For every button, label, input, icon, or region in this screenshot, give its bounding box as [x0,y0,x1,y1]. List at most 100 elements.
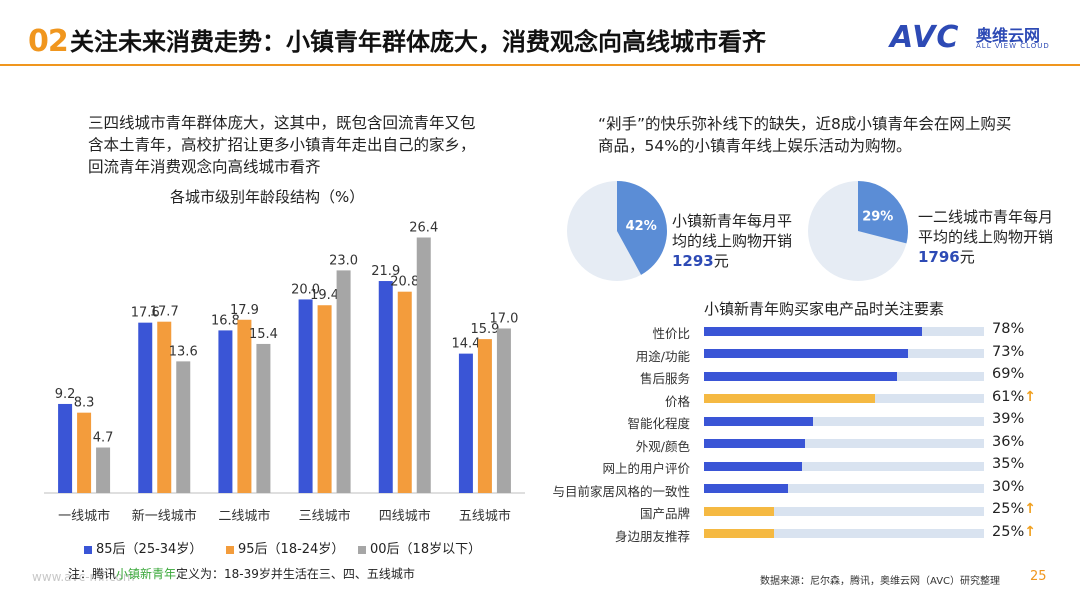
factor-value-2: 69% [992,366,1024,382]
bar-5-1 [477,339,492,493]
factor-value-text-0: 78% [992,321,1025,337]
factor-label-7: 与目前家居风格的一致性 [552,483,690,499]
factor-track-2 [704,371,984,381]
factor-track-0 [704,326,984,336]
bar-4-2 [416,237,431,493]
logo-en: ALL VIEW CLOUD [976,42,1050,50]
factor-value-text-8: 25% [992,501,1025,517]
factor-value-0: 78% [992,321,1024,337]
legend-85-label: 85后（25-34岁） [96,542,203,557]
factor-label-3: 价格 [664,393,690,409]
pie2-caption: 一二线城市青年每月 平均的线上购物开销 1796元 [918,207,1053,267]
factor-value-6: 35% [992,456,1024,472]
bar-3-1 [317,305,332,493]
factor-bar-9 [704,529,774,538]
category-label-4: 四线城市 [379,508,431,524]
bar-label-4-1: 20.8 [390,275,419,290]
legend-00-swatch [358,545,366,554]
factor-value-9: 25%↑ [992,524,1036,540]
factor-bar-4 [704,416,814,426]
logo-mark: AVC [890,20,960,55]
bar-label-5-1: 15.9 [470,322,499,337]
bar-label-3-1: 19.4 [310,288,339,303]
factor-bar-7 [704,484,788,493]
footnote-highlight: 小镇新青年 [116,567,177,581]
factor-track-5 [704,439,984,448]
footnote: 注：腾讯小镇新青年定义为：18-39岁并生活在三、四、五线城市 [68,565,415,582]
legend-95-swatch [226,545,234,554]
up-arrow-icon: ↑ [1024,388,1036,405]
factor-value-text-6: 35% [992,456,1025,472]
factor-track-8 [704,506,984,516]
factor-label-8: 国产品牌 [639,506,690,521]
bar-label-1-2: 13.6 [169,344,198,359]
factor-bar-6 [704,461,802,471]
category-label-3: 三线城市 [299,508,351,524]
factor-label-9: 身边朋友推荐 [614,528,690,544]
bar-5-0 [458,353,473,493]
header-divider [0,64,1080,66]
bar-2-2 [256,343,271,493]
factor-value-text-1: 73% [992,343,1025,360]
pie2-percent: 29% [862,210,893,225]
bar-2-0 [218,330,233,493]
factor-track-6 [704,461,984,471]
factor-value-4: 39% [992,411,1024,427]
left-intro-text: 三四线城市青年群体庞大，这其中，既包含回流青年又包含本土青年，高校扩招让更多小镇… [88,114,476,176]
factor-bar-2 [704,371,898,381]
factor-value-text-3: 61% [992,388,1025,405]
factor-bar-8 [704,506,774,516]
factor-value-text-4: 39% [992,411,1025,427]
bar-label-5-2: 17.0 [489,311,518,326]
factor-value-5: 36% [992,434,1024,450]
legend-85: 85后（25-34岁） [84,538,202,557]
bar-4-1 [397,291,412,493]
right-intro-text: “剁手”的快乐弥补线下的缺失，近8成小镇青年会在网上购买商品，54%的小镇青年线… [598,115,1012,155]
factor-label-1: 用途/功能 [635,348,690,364]
factor-label-6: 网上的用户评价 [602,461,690,476]
factor-bar-1 [704,349,909,358]
factor-value-text-7: 30% [992,478,1025,495]
pie2-amount-line: 1796元 [918,247,1053,267]
bar-4-0 [378,281,393,493]
bar-label-4-2: 26.4 [409,220,438,235]
category-label-5: 五线城市 [459,508,511,524]
bar-5-2 [496,328,511,493]
factor-value-1: 73% [992,344,1024,360]
pie2-unit: 元 [959,248,975,266]
bar-label-1-0: 17.6 [131,306,160,321]
factor-track-1 [704,349,984,358]
pie2-caption-line2: 平均的线上购物开销 [918,228,1054,246]
factor-label-5: 外观/颜色 [635,438,690,454]
category-label-1: 新一线城市 [132,508,197,524]
category-label-0: 一线城市 [58,508,110,524]
factor-label-4: 智能化程度 [627,416,690,431]
watermark-url: www.avc-mr.com [32,570,135,584]
bar-label-4-0: 21.9 [371,264,400,279]
factor-value-3: 61%↑ [992,389,1036,405]
factor-track-4 [704,416,984,426]
legend-85-swatch [84,545,92,554]
age-chart-title: 各城市级别年龄段结构（%） [170,188,365,206]
pie1-caption-line1: 小镇新青年每月平 [672,212,793,230]
factor-value-text-2: 69% [992,366,1025,382]
bar-label-1-1: 17.7 [150,305,179,320]
factor-label-0: 性价比 [652,326,690,341]
pie1-caption-line2: 均的线上购物开销 [672,232,793,250]
up-arrow-icon: ↑ [1024,523,1036,540]
factor-value-text-5: 36% [992,433,1025,450]
category-label-2: 二线城市 [218,508,270,524]
footnote-prefix: 注：腾讯 [68,567,117,581]
factor-track-9 [704,529,984,538]
factor-track-7 [704,484,984,493]
page-number: 25 [1030,569,1047,584]
bar-1-1 [157,321,172,493]
bar-label-2-1: 17.9 [230,303,259,318]
factor-value-7: 30% [992,479,1024,495]
factor-label-2: 售后服务 [639,371,690,386]
pie1-caption: 小镇新青年每月平 均的线上购物开销 1293元 [672,211,792,271]
logo-cn: 奥维云网 [976,26,1041,45]
bar-3-0 [298,299,313,493]
